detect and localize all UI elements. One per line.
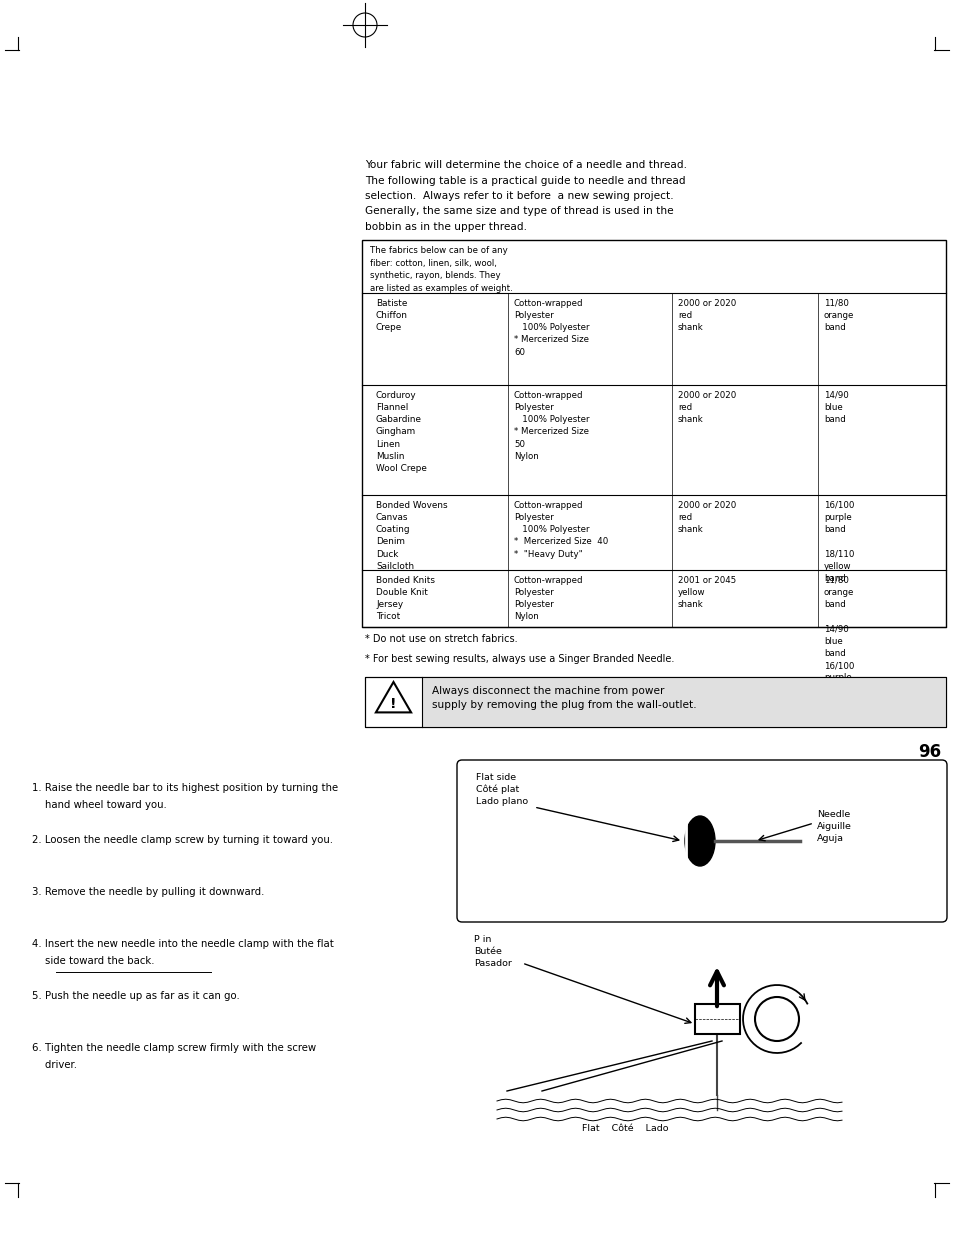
Text: Flat side
Côté plat
Lado plano: Flat side Côté plat Lado plano [476, 773, 528, 806]
Text: 96: 96 [918, 743, 941, 761]
Text: 14/90
blue
band: 14/90 blue band [823, 391, 848, 425]
Text: !: ! [390, 697, 396, 711]
Text: 16/100
purple
band

18/110
yellow
band: 16/100 purple band 18/110 yellow band [823, 501, 854, 583]
Text: hand wheel toward you.: hand wheel toward you. [32, 800, 167, 810]
Text: * For best sewing results, always use a Singer Branded Needle.: * For best sewing results, always use a … [365, 655, 674, 664]
Text: Bonded Wovens
Canvas
Coating
Denim
Duck
Sailcloth: Bonded Wovens Canvas Coating Denim Duck … [375, 501, 447, 571]
Bar [365, 677, 945, 727]
Bar [365, 677, 945, 727]
Text: 11/80
orange
band

14/90
blue
band
16/100
purple
band: 11/80 orange band 14/90 blue band 16/100… [823, 576, 854, 694]
Text: Cotton-wrapped
Polyester
   100% Polyester
*  Mercerized Size  40
*  "Heavy Duty: Cotton-wrapped Polyester 100% Polyester … [514, 501, 608, 558]
Text: 2000 or 2020
red
shank: 2000 or 2020 red shank [678, 299, 736, 332]
Text: 11/80
orange
band: 11/80 orange band [823, 299, 854, 332]
Bar [421, 677, 945, 727]
Text: Batiste
Chiffon
Crepe: Batiste Chiffon Crepe [375, 299, 408, 332]
Text: Cotton-wrapped
Polyester
   100% Polyester
* Mercerized Size
60: Cotton-wrapped Polyester 100% Polyester … [514, 299, 589, 357]
Circle shape [754, 997, 799, 1041]
Text: Needle
Aiguille
Aguja: Needle Aiguille Aguja [816, 810, 851, 842]
Text: Cotton-wrapped
Polyester
Polyester
Nylon: Cotton-wrapped Polyester Polyester Nylon [514, 576, 583, 621]
Text: 4. Insert the new needle into the needle clamp with the flat: 4. Insert the new needle into the needle… [32, 939, 334, 948]
Text: The following table is a practical guide to needle and thread: The following table is a practical guide… [365, 175, 685, 185]
Text: Flat    Côté    Lado: Flat Côté Lado [581, 1124, 668, 1132]
Text: Always disconnect the machine from power
supply by removing the plug from the wa: Always disconnect the machine from power… [432, 685, 696, 710]
Text: side toward the back.: side toward the back. [32, 956, 154, 967]
Text: Cotton-wrapped
Polyester
   100% Polyester
* Mercerized Size
50
Nylon: Cotton-wrapped Polyester 100% Polyester … [514, 391, 589, 461]
Text: driver.: driver. [32, 1061, 77, 1071]
Text: 2001 or 2045
yellow
shank: 2001 or 2045 yellow shank [678, 576, 736, 609]
Text: 1. Raise the needle bar to its highest position by turning the: 1. Raise the needle bar to its highest p… [32, 783, 337, 793]
FancyBboxPatch shape [456, 760, 946, 923]
Text: 2. Loosen the needle clamp screw by turning it toward you.: 2. Loosen the needle clamp screw by turn… [32, 835, 333, 845]
Bar [361, 240, 945, 627]
Text: Your fabric will determine the choice of a needle and thread.: Your fabric will determine the choice of… [365, 161, 686, 170]
Text: selection.  Always refer to it before  a new sewing project.: selection. Always refer to it before a n… [365, 191, 673, 201]
Text: 5. Push the needle up as far as it can go.: 5. Push the needle up as far as it can g… [32, 990, 239, 1002]
Text: Generally, the same size and type of thread is used in the: Generally, the same size and type of thr… [365, 206, 673, 216]
Text: P in
Butée
Pasador: P in Butée Pasador [474, 935, 512, 967]
Text: 3. Remove the needle by pulling it downward.: 3. Remove the needle by pulling it downw… [32, 887, 264, 897]
Text: 6. Tighten the needle clamp screw firmly with the screw: 6. Tighten the needle clamp screw firmly… [32, 1044, 315, 1053]
Bar [695, 1004, 740, 1034]
Text: 2000 or 2020
red
shank: 2000 or 2020 red shank [678, 391, 736, 425]
Text: 2000 or 2020
red
shank: 2000 or 2020 red shank [678, 501, 736, 535]
Text: Corduroy
Flannel
Gabardine
Gingham
Linen
Muslin
Wool Crepe: Corduroy Flannel Gabardine Gingham Linen… [375, 391, 426, 473]
Ellipse shape [684, 816, 714, 866]
Text: bobbin as in the upper thread.: bobbin as in the upper thread. [365, 222, 526, 232]
Text: * Do not use on stretch fabrics.: * Do not use on stretch fabrics. [365, 634, 517, 643]
Text: The fabrics below can be of any
fiber: cotton, linen, silk, wool,
synthetic, ray: The fabrics below can be of any fiber: c… [370, 246, 512, 293]
Text: Bonded Knits
Double Knit
Jersey
Tricot: Bonded Knits Double Knit Jersey Tricot [375, 576, 435, 621]
